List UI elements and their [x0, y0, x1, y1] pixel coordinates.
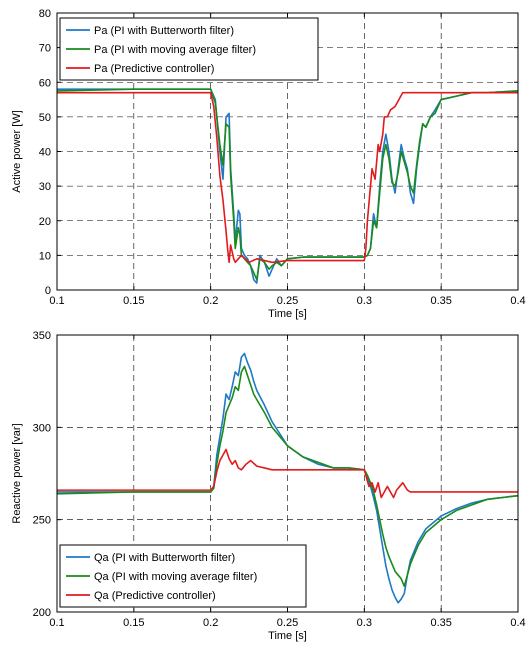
x-tick-label: 0.2 [203, 617, 218, 629]
series-line-2 [56, 365, 519, 587]
legend-label-3: Qa (Predictive controller) [94, 590, 216, 602]
y-axis-label: Reactive power [var] [11, 423, 23, 523]
y-tick-label: 10 [39, 250, 51, 262]
x-tick-label: 0.25 [277, 617, 298, 629]
x-tick-label: 0.35 [430, 617, 451, 629]
chart-2: 0.1 0.15 0.2 0.25 0.3 0.35 0.4 200 250 300 350 Time… [11, 330, 526, 642]
y-tick-label: 300 [33, 422, 51, 434]
series-line-3 [57, 91, 518, 264]
y-tick-label: 50 [39, 112, 51, 124]
y-tick-label: 40 [39, 147, 51, 159]
legend-box [59, 17, 319, 81]
x-tick-label: 0.4 [510, 295, 525, 307]
series-line-3 [57, 448, 518, 499]
x-tick-label: 0.4 [510, 617, 525, 629]
y-tick-label: 0 [45, 285, 51, 297]
legend: Pa (PI with Butterworth filter) Pa (PI wi… [59, 17, 319, 81]
y-tick-label: 350 [33, 330, 51, 342]
x-tick-label: 0.15 [123, 617, 144, 629]
y-tick-label: 20 [39, 216, 51, 228]
legend: Qa (PI with Butterworth filter) Qa (PI wi… [59, 544, 307, 608]
x-tick-label: 0.1 [49, 295, 64, 307]
y-tick-label: 70 [39, 43, 51, 55]
chart-1: 0.1 0.15 0.2 0.25 0.3 0.35 0.4 0 10 20 30 40 50 60 70 8… [11, 8, 526, 320]
x-tick-label: 0.3 [357, 295, 372, 307]
series-line-2 [56, 88, 519, 281]
legend-box [59, 544, 307, 608]
x-axis-label: Time [s] [268, 630, 307, 642]
plots: 0.1 0.15 0.2 0.25 0.3 0.35 0.4 0 10 20 30 40 50 60 70 8… [11, 8, 526, 642]
y-tick-label: 200 [33, 607, 51, 619]
legend-label-3: Pa (Predictive controller) [94, 63, 214, 75]
x-tick-label: 0.1 [49, 617, 64, 629]
y-tick-label: 250 [33, 515, 51, 527]
x-tick-label: 0.25 [277, 295, 298, 307]
y-tick-label: 60 [39, 77, 51, 89]
legend-label-2: Pa (PI with moving average filter) [94, 44, 256, 56]
y-tick-label: 80 [39, 8, 51, 20]
legend-label-1: Qa (PI with Butterworth filter) [94, 552, 235, 564]
x-axis-label: Time [s] [268, 308, 307, 320]
x-tick-label: 0.3 [357, 617, 372, 629]
x-tick-label: 0.15 [123, 295, 144, 307]
legend-label-2: Qa (PI with moving average filter) [94, 571, 257, 583]
x-tick-label: 0.2 [203, 295, 218, 307]
x-tick-label: 0.35 [430, 295, 451, 307]
y-tick-label: 30 [39, 181, 51, 193]
y-axis-label: Active power [W] [11, 110, 23, 193]
legend-label-1: Pa (PI with Butterworth filter) [94, 25, 234, 37]
